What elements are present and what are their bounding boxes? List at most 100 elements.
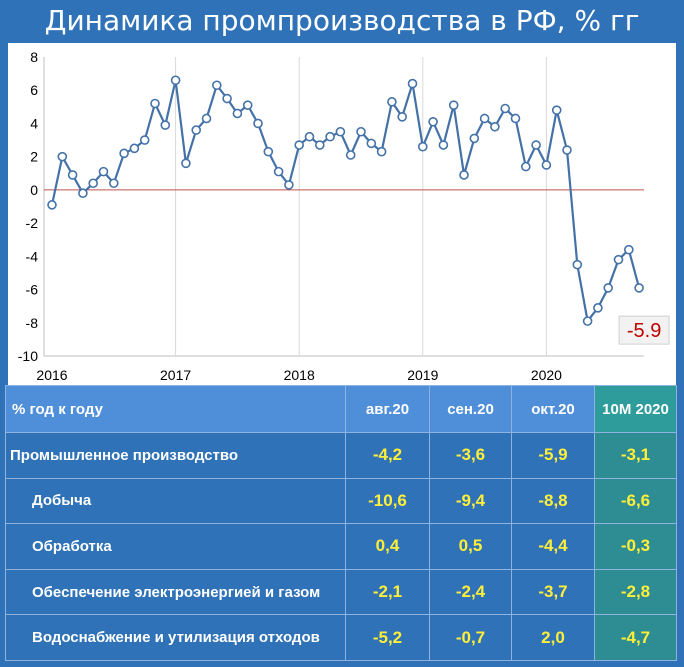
row-label: Промышленное производство xyxy=(5,432,346,479)
y-tick-label: 0 xyxy=(30,182,38,198)
y-tick-label: -8 xyxy=(26,315,39,331)
table-header-10m: 10М 2020 xyxy=(594,385,677,433)
cell-value: -3,1 xyxy=(594,432,677,479)
y-tick-label: 6 xyxy=(30,82,38,98)
x-tick-label: 2017 xyxy=(160,367,191,383)
table-header-label: % год к году xyxy=(5,385,346,433)
table-row: Обработка 0,4 0,5 -4,4 -0,3 xyxy=(5,523,677,570)
cell-value: -0,7 xyxy=(429,614,512,661)
series-line xyxy=(50,80,641,324)
y-tick-label: -6 xyxy=(26,282,39,298)
data-point xyxy=(582,316,593,326)
data-point xyxy=(201,113,212,124)
data-point xyxy=(88,178,98,189)
cell-value: -10,6 xyxy=(345,477,430,525)
data-point xyxy=(57,151,68,162)
data-point xyxy=(284,180,294,190)
callout-label: -5.9 xyxy=(627,320,661,342)
data-point xyxy=(500,103,511,114)
table-row: Промышленное производство -4,2 -3,6 -5,9… xyxy=(5,432,677,479)
data-point xyxy=(397,112,408,122)
data-point xyxy=(150,98,160,109)
row-label: Обеспечение электроэнергией и газом xyxy=(5,568,346,616)
data-point xyxy=(623,244,634,255)
data-point xyxy=(129,143,140,154)
data-point xyxy=(634,283,644,293)
x-tick-label: 2018 xyxy=(284,367,315,383)
chart-panel: 2016 2017 2018 2019 2020 -10 -8 -6 -4 -2 0 2 4 6 8 -5.9 xyxy=(8,43,676,385)
data-point xyxy=(366,138,377,149)
cell-value: -2,1 xyxy=(345,568,430,616)
data-point xyxy=(376,146,387,157)
data-point xyxy=(479,113,490,124)
cell-value: -9,4 xyxy=(429,477,512,525)
cell-value: -5,9 xyxy=(511,432,595,479)
cell-value: -4,4 xyxy=(511,523,595,570)
data-point xyxy=(232,108,243,119)
cell-value: -4,7 xyxy=(594,614,677,661)
data-point xyxy=(520,161,531,172)
data-point xyxy=(593,303,603,313)
data-point xyxy=(510,113,521,124)
x-tick-label: 2016 xyxy=(36,367,67,383)
data-point xyxy=(67,170,78,180)
cell-value: 2,0 xyxy=(511,614,595,661)
data-point xyxy=(448,100,459,110)
data-point xyxy=(531,140,541,150)
cell-value: -5,2 xyxy=(345,614,430,661)
data-point xyxy=(417,141,428,152)
y-tick-label: -10 xyxy=(18,348,38,364)
cell-value: -0,3 xyxy=(594,523,677,570)
data-point xyxy=(613,254,624,265)
cell-value: 0,4 xyxy=(345,523,430,570)
data-point xyxy=(469,133,480,144)
data-point xyxy=(345,150,356,160)
data-point xyxy=(562,145,572,155)
table-header-sep: сен.20 xyxy=(429,385,512,433)
data-point xyxy=(356,126,366,137)
data-point xyxy=(109,178,119,189)
data-point xyxy=(78,188,88,199)
data-point xyxy=(212,80,222,91)
data-point xyxy=(541,160,552,170)
x-tick-label: 2019 xyxy=(407,367,438,383)
cell-value: -4,2 xyxy=(345,432,430,479)
y-tick-label: 8 xyxy=(30,49,38,65)
x-tick-label: 2020 xyxy=(531,367,562,383)
data-point xyxy=(139,135,150,145)
table-header-row: % год к году авг.20 сен.20 окт.20 10М 20… xyxy=(5,385,677,433)
table-row: Добыча -10,6 -9,4 -8,8 -6,6 xyxy=(5,477,677,525)
data-point xyxy=(222,93,232,104)
callout-box xyxy=(618,315,670,345)
cell-value: 0,5 xyxy=(429,523,512,570)
data-point xyxy=(407,78,418,89)
row-label: Добыча xyxy=(5,477,346,525)
data-point xyxy=(170,75,181,86)
table-header-aug: авг.20 xyxy=(345,385,430,433)
data-point xyxy=(335,126,346,137)
table-header-oct: окт.20 xyxy=(511,385,595,433)
cell-value: -6,6 xyxy=(594,477,677,525)
data-point xyxy=(551,105,562,115)
y-tick-label: 2 xyxy=(30,149,38,165)
y-tick-label: -2 xyxy=(26,215,39,231)
table-row: Водоснабжение и утилизация отходов -5,2 … xyxy=(5,614,677,661)
data-point xyxy=(325,131,335,142)
cell-value: -3,7 xyxy=(511,568,595,616)
y-tick-label: 4 xyxy=(30,115,38,131)
cell-value: -2,8 xyxy=(594,568,677,616)
data-point xyxy=(181,158,191,169)
page-title: Динамика промпроизводства в РФ, % гг xyxy=(44,4,640,37)
data-point xyxy=(263,146,274,157)
data-point xyxy=(428,116,438,127)
data-point xyxy=(294,140,305,150)
data-point xyxy=(459,170,469,180)
data-point xyxy=(47,200,57,210)
data-point xyxy=(304,131,315,142)
cell-value: -3,6 xyxy=(429,432,512,479)
data-table-container: % год к году авг.20 сен.20 окт.20 10М 20… xyxy=(5,385,677,661)
data-point xyxy=(603,283,614,293)
data-point xyxy=(314,140,325,150)
cell-value: -2,4 xyxy=(429,568,512,616)
data-point xyxy=(387,97,397,107)
